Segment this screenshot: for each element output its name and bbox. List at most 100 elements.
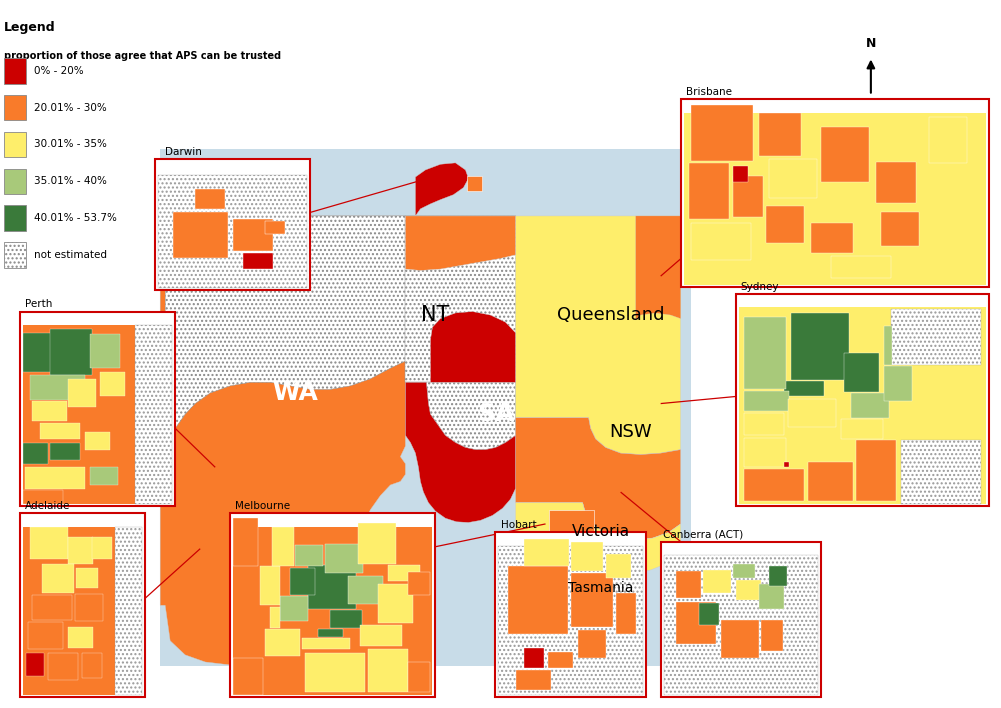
Polygon shape [405, 216, 516, 382]
Bar [744, 438, 786, 467]
Bar [788, 399, 836, 427]
Bar [739, 307, 986, 504]
Bar [50, 442, 80, 460]
Bar [368, 649, 408, 692]
Bar [736, 294, 989, 506]
Text: 0% - 20%: 0% - 20% [34, 66, 84, 76]
Text: Perth: Perth [25, 299, 52, 309]
Bar [884, 366, 912, 401]
Bar [360, 625, 402, 646]
Polygon shape [621, 586, 631, 598]
Bar [4, 242, 26, 268]
Bar [23, 333, 51, 372]
Polygon shape [516, 418, 681, 539]
Text: NSW: NSW [610, 423, 652, 441]
Bar [736, 580, 761, 600]
Bar [265, 629, 300, 656]
Bar [901, 440, 981, 504]
Text: N: N [866, 37, 876, 50]
Bar [769, 566, 787, 586]
Bar [548, 652, 573, 668]
Bar [378, 584, 413, 623]
Text: Legend: Legend [4, 21, 56, 34]
Text: Canberra (ACT): Canberra (ACT) [663, 530, 743, 539]
Bar [358, 523, 396, 564]
Bar [524, 539, 569, 566]
Bar [48, 653, 78, 680]
Bar [233, 219, 273, 251]
Bar [831, 256, 891, 278]
Bar [23, 442, 48, 464]
Polygon shape [165, 216, 405, 467]
Bar [929, 117, 967, 163]
Text: 20.01% - 30%: 20.01% - 30% [34, 103, 107, 113]
Bar [115, 527, 142, 695]
Bar [388, 565, 420, 581]
Bar [744, 391, 789, 411]
Text: 40.01% - 53.7%: 40.01% - 53.7% [34, 213, 117, 223]
Bar [791, 313, 849, 380]
Bar [4, 205, 26, 231]
Bar [160, 149, 691, 666]
Bar [4, 58, 26, 84]
Bar [28, 622, 63, 649]
Text: SA: SA [476, 402, 515, 426]
Bar [784, 381, 824, 396]
Text: Victoria: Victoria [572, 523, 630, 539]
Bar [82, 653, 102, 678]
Bar [155, 159, 310, 290]
Polygon shape [576, 576, 619, 607]
Polygon shape [405, 216, 516, 450]
Bar [408, 662, 430, 692]
Bar [691, 223, 751, 260]
Bar [76, 568, 98, 588]
Bar [305, 653, 365, 692]
Bar [42, 564, 74, 593]
Bar [744, 317, 786, 389]
Bar [243, 253, 273, 269]
Bar [744, 413, 784, 435]
Bar [689, 163, 729, 219]
Bar [50, 329, 92, 375]
Bar [703, 570, 731, 593]
Bar [856, 440, 896, 501]
Bar [571, 542, 603, 571]
Polygon shape [405, 382, 516, 523]
Bar [318, 629, 343, 637]
Bar [766, 206, 804, 243]
Bar [32, 401, 67, 421]
Bar [664, 555, 818, 695]
Bar [759, 584, 784, 609]
Bar [884, 326, 892, 365]
Bar [524, 648, 544, 668]
Bar [881, 212, 919, 246]
Bar [934, 113, 986, 285]
Bar [325, 544, 363, 573]
Bar [4, 132, 26, 157]
Bar [721, 620, 759, 658]
Bar [100, 372, 125, 396]
Bar [498, 546, 643, 695]
Text: Brisbane: Brisbane [686, 87, 732, 97]
Bar [295, 545, 323, 566]
Bar [30, 375, 85, 400]
Text: WA: WA [272, 381, 318, 405]
Bar [272, 527, 294, 566]
Bar [68, 627, 93, 648]
Bar [308, 565, 356, 609]
Text: 35.01% - 40%: 35.01% - 40% [34, 176, 107, 186]
Bar [20, 312, 175, 506]
Bar [769, 159, 817, 198]
Text: Darwin: Darwin [165, 147, 202, 157]
Bar [784, 462, 789, 467]
Bar [135, 325, 172, 504]
Text: Hobart: Hobart [500, 520, 537, 530]
Bar [676, 602, 716, 644]
Bar [676, 571, 701, 598]
Bar [467, 176, 482, 191]
Bar [733, 176, 763, 217]
Text: Sydney: Sydney [741, 282, 779, 292]
Bar [681, 99, 989, 287]
Bar [302, 638, 350, 649]
Bar [92, 537, 112, 559]
